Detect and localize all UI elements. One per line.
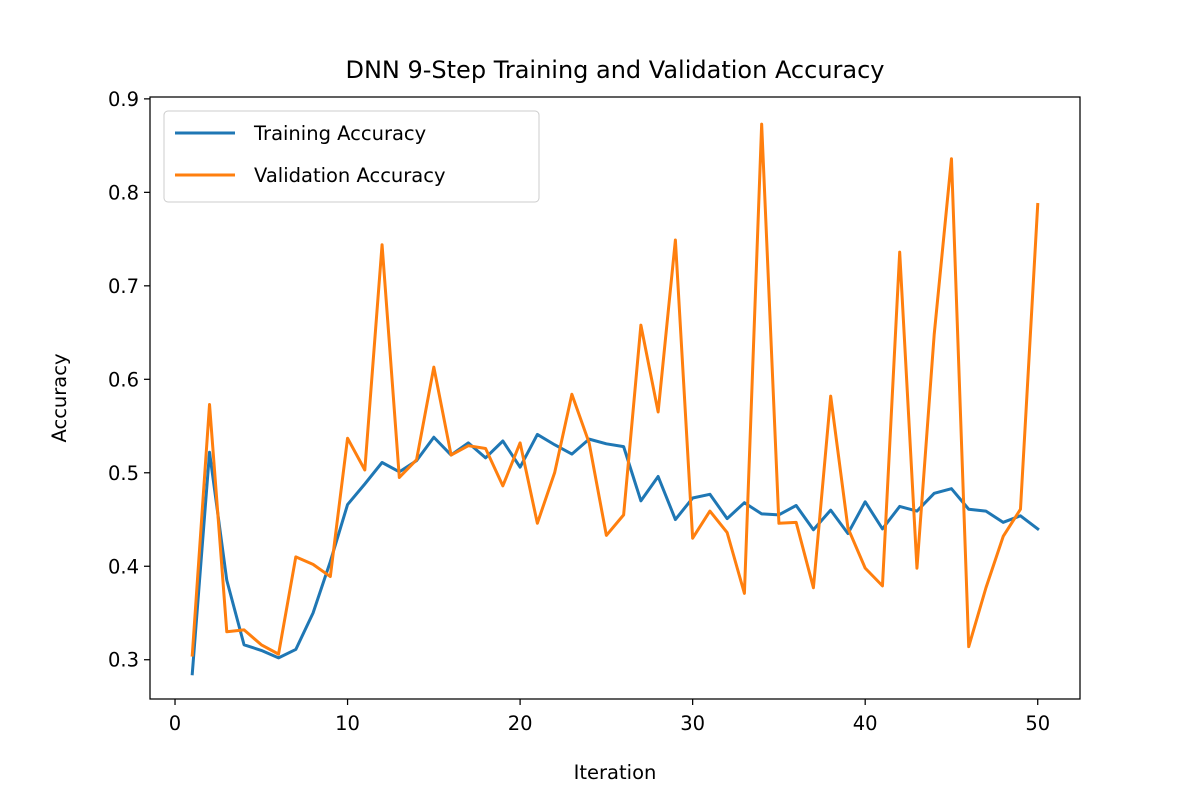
chart-title: DNN 9-Step Training and Validation Accur…: [345, 56, 884, 84]
x-axis-ticks: 0 10 20 30 40 50: [169, 699, 1050, 735]
validation-accuracy-line: [190, 122, 1040, 657]
y-axis-label: Accuracy: [48, 353, 71, 442]
y-tick-label: 0.6: [108, 368, 139, 391]
x-axis-label: Iteration: [574, 761, 657, 784]
x-tick-label: 0: [169, 712, 181, 735]
x-tick-label: 30: [680, 712, 705, 735]
y-tick-label: 0.7: [108, 275, 139, 298]
x-tick-label: 40: [853, 712, 878, 735]
y-tick-label: 0.3: [108, 649, 139, 672]
y-axis-ticks: 0.3 0.4 0.5 0.6 0.7 0.8 0.9: [108, 88, 150, 672]
y-tick-label: 0.4: [108, 555, 139, 578]
legend: Training Accuracy Validation Accuracy: [163, 110, 540, 203]
y-tick-label: 0.9: [108, 88, 139, 111]
legend-box: [163, 110, 540, 203]
x-tick-label: 10: [335, 712, 360, 735]
x-tick-label: 20: [508, 712, 533, 735]
legend-label-training: Training Accuracy: [253, 122, 426, 145]
y-tick-label: 0.5: [108, 462, 139, 485]
x-tick-label: 50: [1025, 712, 1050, 735]
legend-label-validation: Validation Accuracy: [254, 164, 446, 187]
y-tick-label: 0.8: [108, 181, 139, 204]
plot-frame: [149, 96, 1081, 700]
series-lines: [190, 122, 1040, 676]
